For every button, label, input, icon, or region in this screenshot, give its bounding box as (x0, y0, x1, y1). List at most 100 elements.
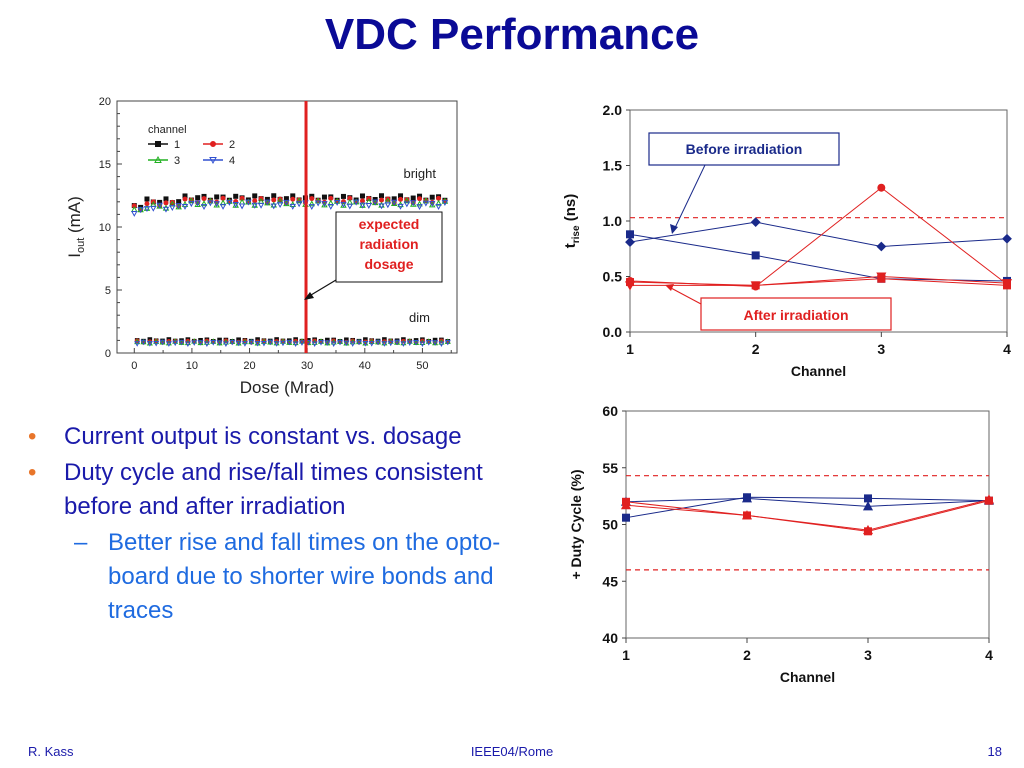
x-tick-label: 1 (622, 647, 630, 663)
data-point (321, 201, 328, 208)
legend-marker (155, 141, 161, 147)
data-point (289, 203, 297, 210)
data-point (194, 201, 201, 207)
legend: channel 1 2 3 4 (148, 124, 235, 167)
data-point (251, 202, 258, 209)
data-point (195, 195, 201, 201)
data-point (276, 202, 284, 209)
data-point (176, 199, 182, 205)
data-point (178, 339, 185, 346)
data-point (330, 341, 337, 347)
data-point (273, 341, 280, 347)
data-point (406, 340, 413, 346)
data-point (876, 272, 887, 282)
data-point (226, 199, 233, 206)
legend-label: 3 (174, 155, 180, 167)
data-point (343, 340, 350, 347)
footer-author: R. Kass (28, 744, 74, 759)
data-point (349, 341, 356, 347)
data-point (232, 202, 239, 208)
band-label-dim: dim (409, 310, 430, 325)
series-line (625, 500, 990, 532)
legend-arrow-before (673, 164, 706, 231)
y-tick-label: 0 (105, 348, 111, 360)
data-point (213, 201, 220, 208)
x-tick-label: 10 (186, 360, 198, 372)
data-point (229, 339, 236, 346)
data-point (317, 338, 325, 344)
data-point (368, 341, 375, 347)
data-point (292, 341, 299, 347)
data-point (626, 230, 634, 239)
data-point (750, 281, 761, 291)
data-point (140, 339, 147, 346)
data-point (333, 199, 341, 206)
y-tick-label: 15 (99, 159, 111, 171)
data-point (417, 196, 423, 202)
data-point (235, 340, 242, 347)
data-point (441, 200, 449, 207)
data-point (146, 341, 153, 347)
data-point (425, 338, 432, 344)
data-point (245, 199, 252, 206)
data-point (131, 210, 138, 217)
sub-bullet-item: – Better rise and fall times on the opto… (28, 526, 548, 628)
data-point (163, 200, 169, 206)
data-point (214, 194, 220, 200)
data-point (862, 524, 874, 535)
x-tick-label: 50 (416, 360, 428, 372)
x-axis-label: Dose (Mrad) (240, 378, 334, 397)
data-point (317, 340, 325, 346)
data-point (260, 341, 267, 347)
data-point (375, 339, 382, 346)
data-point (257, 202, 265, 209)
duty-cycle-chart: 40 45 50 55 60 1 2 3 4 Channel + Duty Cycle (%) (568, 403, 995, 685)
data-point (741, 510, 753, 520)
data-point (143, 206, 151, 213)
series-line (630, 275, 1008, 286)
data-point (308, 204, 316, 211)
data-point (422, 200, 430, 207)
data-point (378, 201, 385, 208)
series-line (625, 497, 990, 507)
data-point (444, 339, 451, 346)
data-point (156, 202, 163, 209)
data-point (620, 499, 632, 510)
data-point (184, 339, 191, 346)
x-tick-label: 40 (359, 360, 371, 372)
data-point (298, 340, 305, 346)
legend-box-after (700, 297, 892, 331)
legend-label-after: After irradiation (743, 307, 848, 323)
y-axis-label: Iout (mA) (65, 196, 87, 258)
data-point (165, 341, 172, 347)
bullet-list: • Current output is constant vs. dosage … (28, 420, 548, 628)
data-point (144, 196, 150, 202)
footer-page-number: 18 (987, 744, 1002, 759)
data-point (182, 196, 188, 202)
data-point (309, 196, 315, 202)
x-axis-label: Channel (791, 363, 846, 379)
data-point (162, 206, 170, 213)
y-tick-label: 5 (105, 285, 111, 297)
data-point (862, 501, 874, 511)
data-point (188, 197, 195, 204)
legend-label-before: Before irradiation (686, 141, 803, 157)
data-point (283, 199, 290, 206)
legend-arrow-after (670, 287, 702, 305)
footer-venue: IEEE04/Rome (470, 744, 554, 759)
data-point (429, 194, 435, 200)
data-point (290, 196, 296, 202)
data-point (201, 196, 207, 202)
data-point (292, 339, 299, 346)
data-point (210, 338, 217, 344)
annotation-box (335, 211, 443, 283)
legend-marker (209, 157, 217, 165)
bullet-marker: • (28, 423, 37, 450)
y-tick-label: 0.0 (603, 324, 623, 340)
series-4-points (131, 199, 451, 348)
y-tick-label: 55 (602, 460, 618, 476)
data-point (413, 339, 420, 346)
data-point (271, 193, 277, 199)
data-point (340, 201, 347, 208)
data-point (435, 204, 442, 210)
